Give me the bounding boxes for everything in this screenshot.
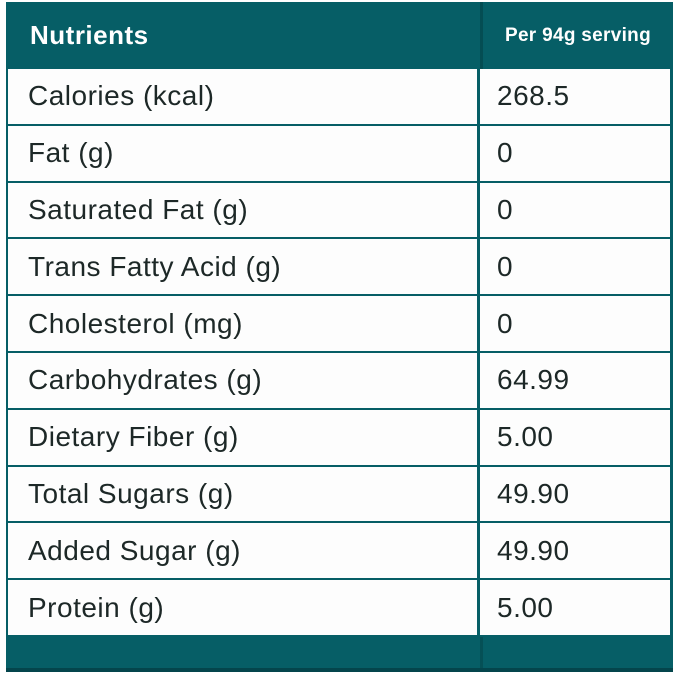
footer-column-divider xyxy=(480,637,483,668)
table-row-cholesterol: Cholesterol (mg) 0 xyxy=(8,296,670,353)
nutrient-value: 64.99 xyxy=(497,364,570,396)
table-row-added-sugar: Added Sugar (g) 49.90 xyxy=(8,523,670,581)
nutrient-value: 0 xyxy=(497,137,514,169)
nutrient-label: Cholesterol (mg) xyxy=(8,296,480,351)
nutrient-value: 0 xyxy=(497,307,514,339)
table-row-carbohydrates: Carbohydrates (g) 64.99 xyxy=(8,352,670,410)
table-row-trans-fatty-acid: Trans Fatty Acid (g) 0 xyxy=(8,239,670,297)
nutrient-value: 0 xyxy=(497,250,514,282)
nutrient-label: Trans Fatty Acid (g) xyxy=(8,239,480,295)
nutrient-value: 49.90 xyxy=(497,477,570,509)
table-footer-bar xyxy=(6,637,673,672)
nutrient-label: Total Sugars (g) xyxy=(8,466,480,522)
nutrient-value: 268.5 xyxy=(497,80,570,112)
nutrient-label: Saturated Fat (g) xyxy=(8,182,480,238)
nutrient-label: Calories (kcal) xyxy=(8,69,480,124)
serving-size-label: Per 94g serving xyxy=(504,24,651,46)
nutrient-label: Fat (g) xyxy=(8,125,480,181)
table-row-protein: Protein (g) 5.00 xyxy=(8,580,670,637)
header-column-divider xyxy=(480,2,483,69)
table-row-calories: Calories (kcal) 268.5 xyxy=(8,69,670,126)
nutrient-label: Protein (g) xyxy=(8,580,480,635)
table-row-saturated-fat: Saturated Fat (g) 0 xyxy=(8,182,670,240)
nutrient-value: 5.00 xyxy=(497,591,554,623)
table-header: Nutrients Per 94g serving xyxy=(6,2,673,69)
nutrient-label: Added Sugar (g) xyxy=(8,523,480,579)
table-title: Nutrients xyxy=(30,20,149,50)
table-row-total-sugars: Total Sugars (g) 49.90 xyxy=(8,466,670,524)
nutrition-table: Nutrients Per 94g serving Calories (kcal… xyxy=(6,2,673,672)
nutrient-label: Dietary Fiber (g) xyxy=(8,409,480,465)
table-row-fat: Fat (g) 0 xyxy=(8,125,670,183)
nutrient-value: 5.00 xyxy=(497,421,554,453)
table-row-dietary-fiber: Dietary Fiber (g) 5.00 xyxy=(8,409,670,467)
table-body: Calories (kcal) 268.5 Fat (g) 0 Saturate… xyxy=(6,69,673,637)
nutrient-value: 49.90 xyxy=(497,534,570,566)
nutrient-value: 0 xyxy=(497,193,514,225)
nutrient-label: Carbohydrates (g) xyxy=(8,352,480,408)
